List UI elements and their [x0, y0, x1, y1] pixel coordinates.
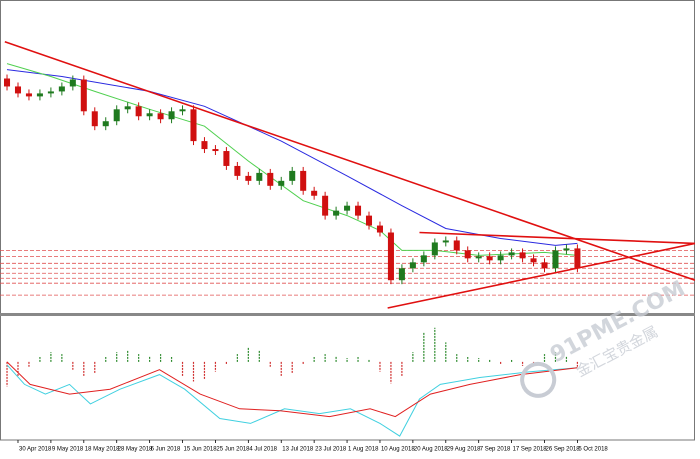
moving-average: [6, 69, 578, 246]
x-tick-label: 7 Sep 2018: [480, 447, 511, 453]
candle-body: [278, 180, 285, 186]
candle-body: [4, 78, 11, 87]
candle-body: [530, 258, 537, 263]
candle-body: [256, 172, 263, 181]
candle-body: [47, 91, 54, 94]
x-tick-label: 25 Jun 2018: [216, 447, 250, 453]
candle-body: [387, 232, 394, 281]
candle-body: [124, 106, 131, 110]
candle-body: [453, 240, 460, 251]
candle-body: [36, 93, 43, 97]
x-tick-label: 10 Aug 2018: [381, 447, 415, 453]
watermark-logo: [520, 361, 557, 398]
candle-body: [365, 215, 373, 226]
candle-body: [541, 262, 548, 269]
candle-body: [552, 250, 559, 269]
candle-body: [168, 111, 175, 120]
candle-body: [409, 262, 416, 269]
candle-body: [333, 210, 340, 216]
candle-body: [223, 151, 230, 166]
x-tick-label: 18 May 2018: [85, 447, 120, 453]
x-tick-label: 4 Jul 2018: [249, 447, 277, 453]
macd-panel: [6, 327, 579, 437]
candle-body: [431, 242, 438, 256]
candle-body: [80, 79, 87, 112]
candle-body: [245, 175, 252, 181]
candle-body: [322, 195, 329, 216]
trend-line: [4, 40, 695, 281]
x-tick-label: 17 Sep 2018: [513, 447, 548, 453]
candle-body: [135, 106, 142, 117]
x-tick-label: 30 Apr 2018: [19, 447, 52, 453]
price-panel: [0, 40, 695, 309]
candle-body: [69, 79, 76, 87]
candle-body: [190, 109, 197, 142]
trend-line: [387, 242, 695, 309]
candle-body: [508, 252, 515, 256]
candle-body: [344, 205, 351, 211]
candle-body: [14, 86, 22, 94]
x-tick-label: 26 Sep 2018: [546, 447, 581, 453]
x-tick-label: 20 Aug 2018: [414, 447, 448, 453]
indicator-line: [6, 364, 578, 437]
candle-body: [91, 111, 98, 127]
candle-body: [311, 190, 318, 196]
x-tick-label: 28 May 2018: [118, 447, 153, 453]
candle-body: [376, 225, 383, 233]
candle-body: [398, 268, 405, 281]
candle-body: [300, 170, 307, 191]
candle-body: [234, 165, 241, 176]
candle-body: [289, 170, 296, 181]
candle-body: [574, 248, 581, 269]
x-tick-label: 29 Aug 2018: [447, 447, 481, 453]
candle-body: [563, 248, 570, 251]
candle-body: [58, 86, 65, 92]
candle-body: [267, 172, 274, 186]
candle-body: [113, 109, 120, 122]
candle-body: [201, 141, 208, 150]
candle-body: [179, 109, 186, 112]
candle-body: [102, 121, 109, 127]
panel-separator: [0, 313, 695, 316]
candle-body: [442, 240, 449, 243]
candle-body: [475, 256, 482, 259]
x-tick-label: 15 Jun 2018: [184, 447, 218, 453]
candle-body: [146, 113, 153, 117]
x-tick-label: 1 Aug 2018: [348, 447, 379, 453]
candle-body: [355, 205, 362, 216]
candle-body: [519, 252, 526, 259]
candle-body: [420, 255, 427, 263]
candle-body: [25, 93, 32, 97]
x-tick-label: 13 Jul 2018: [282, 447, 314, 453]
candle-body: [157, 113, 164, 120]
trend-line: [419, 231, 695, 245]
frame: [0, 0, 695, 441]
candle-body: [212, 149, 219, 152]
indicator-line: [6, 361, 578, 418]
x-tick-label: 9 May 2018: [52, 447, 84, 453]
candle-body: [497, 255, 504, 261]
x-tick-label: 23 Jul 2018: [315, 447, 347, 453]
candle-body: [486, 256, 493, 261]
candle-body: [464, 250, 471, 259]
x-tick-label: 5 Oct 2018: [578, 447, 608, 453]
x-tick-label: 6 Jun 2018: [151, 447, 181, 453]
